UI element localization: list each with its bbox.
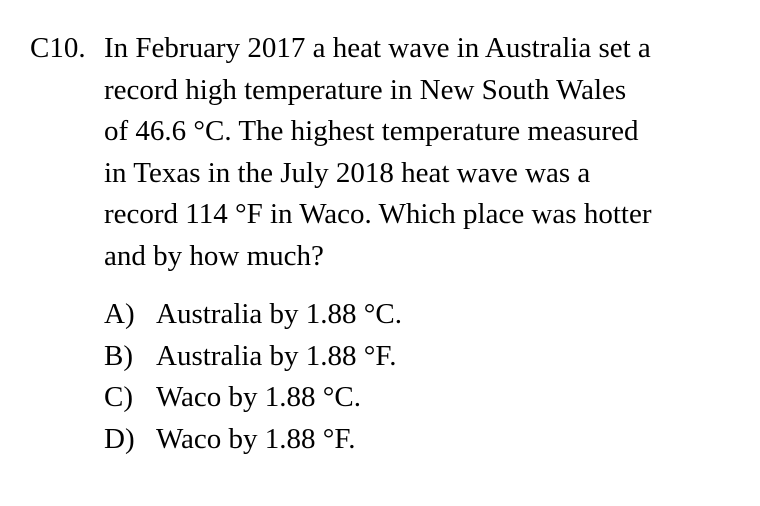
stem-line: in Texas in the July 2018 heat wave was … (104, 156, 591, 189)
question-number: C10. (30, 32, 86, 64)
stem-line: of 46.6 °C. The highest temperature meas… (104, 115, 639, 147)
answer-options: A) Australia by 1.88 °C. B) Australia by… (104, 294, 744, 460)
option-text: Waco by 1.88 °C. (156, 381, 361, 413)
stem-line: record high temperature in New South Wal… (104, 73, 627, 106)
option-letter: C) (104, 381, 133, 413)
option-letter: A) (104, 298, 135, 330)
stem-line: record 114 °F in Waco. Which place was h… (104, 198, 652, 230)
option-a: A) Australia by 1.88 °C. (104, 294, 744, 336)
stem-line: In February 2017 a heat wave in Australi… (104, 32, 651, 64)
option-text: Australia by 1.88 °F. (156, 339, 397, 372)
option-text: Australia by 1.88 °C. (156, 298, 402, 330)
option-letter: B) (104, 339, 133, 372)
option-letter: D) (104, 422, 135, 455)
option-text: Waco by 1.88 °F. (156, 422, 356, 455)
option-b: B) Australia by 1.88 °F. (104, 336, 744, 378)
stem-line: and by how much? (104, 239, 324, 272)
option-c: C) Waco by 1.88 °C. (104, 377, 744, 419)
question-stem: In February 2017 a heat wave in Australi… (104, 28, 754, 277)
option-d: D) Waco by 1.88 °F. (104, 419, 744, 461)
